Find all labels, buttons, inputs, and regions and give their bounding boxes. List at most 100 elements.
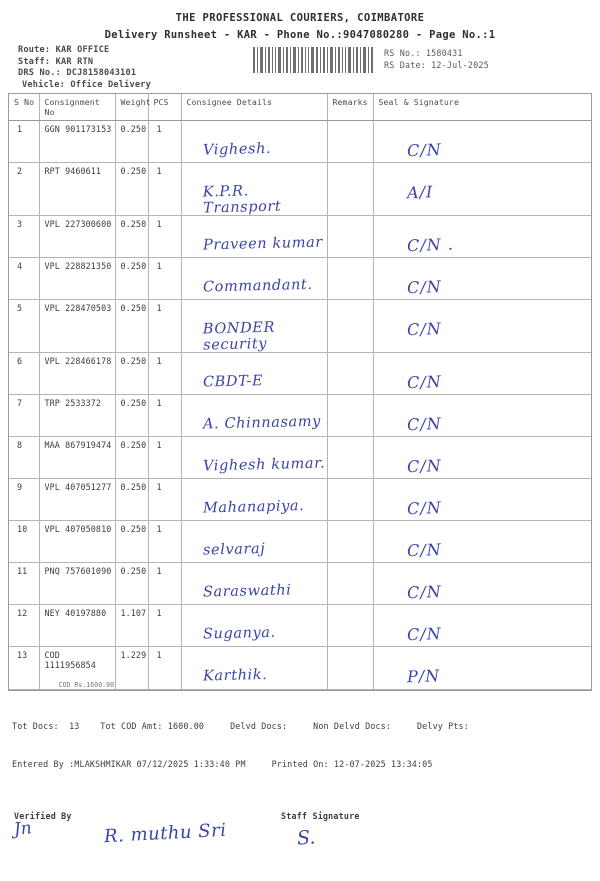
cell-weight: 0.250	[115, 120, 149, 163]
cell-seal-signature: C/N	[373, 562, 591, 605]
cell-pcs: 1	[148, 257, 182, 300]
cell-remarks	[327, 215, 374, 258]
staff-line: Staff: KAR RTN	[18, 56, 94, 67]
table-row: 5 VPL 228470503 0.250 1 BONDER security …	[9, 299, 591, 354]
cell-consignee: Praveen kumar	[181, 215, 328, 258]
cell-pcs: 1	[148, 162, 182, 216]
runsheet-table-body: 1 GGN 901173153 0.250 1 Vighesh. C/N 2 R…	[9, 120, 591, 690]
cell-seal-signature: C/N	[373, 352, 591, 395]
handwritten-seal: C/N	[406, 456, 442, 477]
cell-consignment: VPL 227300600	[39, 215, 116, 258]
cell-seal-signature: C/N	[373, 604, 591, 647]
cell-sno: 4	[9, 257, 40, 300]
cell-weight: 0.250	[115, 478, 149, 521]
cell-weight: 0.250	[115, 257, 149, 300]
header-meta-band: Route: KAR OFFICE Staff: KAR RTN DRS No.…	[0, 45, 600, 93]
header-right-meta: RS No.: 1580431 RS Date: 12-Jul-2025	[384, 47, 489, 71]
handwritten-consignee: Vighesh kumar.	[202, 455, 325, 475]
col-header-pcs: PCS	[148, 94, 182, 121]
cell-consignee: BONDER security	[181, 299, 328, 354]
handwritten-seal: C/N	[406, 624, 442, 645]
cell-seal-signature: C/N	[373, 120, 591, 163]
cell-seal-signature: C/N	[373, 257, 591, 300]
signature-area: Verified By Staff Signature Jn R. muthu …	[0, 811, 600, 881]
handwritten-seal: C/N	[406, 540, 442, 561]
cell-sno: 6	[9, 352, 40, 395]
cell-consignee: Commandant.	[181, 257, 328, 300]
handwritten-seal: C/N	[406, 498, 442, 519]
cell-remarks	[327, 120, 374, 163]
consignment-number: COD 1111956854	[44, 650, 96, 670]
cell-seal-signature: A/I	[373, 162, 591, 216]
runsheet-table: S No Consignment No Weight PCS Consignee…	[9, 94, 591, 690]
cell-pcs: 1	[148, 299, 182, 353]
cell-weight: 0.250	[115, 162, 149, 216]
vehicle-line: Vehicle: Office Delivery	[22, 79, 151, 90]
cell-sno: 7	[9, 394, 40, 437]
handwritten-consignee: Commandant.	[202, 276, 313, 296]
cell-pcs: 1	[148, 352, 182, 395]
cell-sno: 2	[9, 162, 40, 216]
cell-sno: 12	[9, 604, 40, 647]
cell-remarks	[327, 646, 374, 690]
table-row: 11 PNQ 757601090 0.250 1 Saraswathi C/N	[9, 562, 591, 605]
table-row: 13 COD 1111956854 COD Rs.1600.00 1.229 1 …	[9, 646, 591, 690]
handwritten-seal: P/N	[406, 666, 441, 687]
verified-by-label: Verified By	[14, 811, 72, 821]
cell-pcs: 1	[148, 215, 182, 258]
verifier-name-signature: R. muthu Sri	[103, 819, 227, 848]
cod-amount-note: COD Rs.1600.00	[58, 681, 115, 689]
company-title: THE PROFESSIONAL COURIERS, COIMBATORE	[175, 12, 425, 24]
totals-line-2: Entered By :MLAKSHMIKAR 07/12/2025 1:33:…	[12, 758, 433, 769]
handwritten-seal: A/I	[406, 182, 434, 203]
delivery-runsheet-page: THE PROFESSIONAL COURIERS, COIMBATORE De…	[0, 12, 600, 850]
cell-pcs: 1	[148, 394, 182, 437]
col-header-remarks: Remarks	[327, 94, 374, 121]
drs-no-line: DRS No.: DCJ8158043101	[18, 68, 137, 79]
rs-no-line: RS No.: 1580431	[384, 48, 463, 58]
cell-pcs: 1	[148, 120, 182, 163]
cell-weight: 0.250	[115, 352, 149, 395]
cell-seal-signature: C/N	[373, 394, 591, 437]
cell-consignee: Saraswathi	[181, 562, 328, 605]
handwritten-consignee: K.P.R. Transport	[202, 183, 282, 217]
table-row: 8 MAA 867919474 0.250 1 Vighesh kumar. C…	[9, 436, 591, 479]
cell-sno: 13	[9, 646, 40, 690]
cell-remarks	[327, 604, 374, 647]
cell-consignment: VPL 228470503	[39, 299, 116, 353]
cell-sno: 1	[9, 120, 40, 163]
cell-sno: 11	[9, 562, 40, 605]
table-row: 7 TRP 2533372 0.250 1 A. Chinnasamy C/N	[9, 394, 591, 437]
col-header-sno: S No	[9, 94, 40, 121]
handwritten-consignee: BONDER security	[202, 319, 275, 354]
cell-weight: 0.250	[115, 520, 149, 563]
handwritten-consignee: Karthik.	[202, 666, 268, 685]
cell-consignment: NEY 40197880	[39, 604, 116, 647]
handwritten-consignee: Mahanapiya.	[202, 498, 305, 517]
totals-line-1: Tot Docs: 13 Tot COD Amt: 1600.00 Delvd …	[12, 721, 469, 731]
handwritten-consignee: selvaraj	[202, 540, 266, 559]
col-header-weight: Weight	[115, 94, 151, 121]
cell-pcs: 1	[148, 520, 182, 563]
handwritten-consignee: A. Chinnasamy	[202, 413, 321, 433]
cell-consignee: CBDT-E	[181, 352, 328, 395]
table-row: 2 RPT 9460611 0.250 1 K.P.R. Transport A…	[9, 162, 591, 217]
cell-seal-signature: C/N	[373, 478, 591, 521]
table-row: 6 VPL 228466178 0.250 1 CBDT-E C/N	[9, 352, 591, 395]
cell-weight: 0.250	[115, 436, 149, 479]
handwritten-seal: C/N	[406, 319, 442, 340]
table-row: 1 GGN 901173153 0.250 1 Vighesh. C/N	[9, 120, 591, 163]
cell-consignee: A. Chinnasamy	[181, 394, 328, 437]
cell-sno: 9	[9, 478, 40, 521]
col-header-consignment: Consignment No	[39, 94, 116, 121]
cell-weight: 0.250	[115, 215, 149, 258]
staff-signature-mark: S.	[296, 826, 317, 850]
cell-consignee: selvaraj	[181, 520, 328, 563]
handwritten-consignee: Suganya.	[202, 624, 276, 643]
cell-remarks	[327, 520, 374, 563]
cell-seal-signature: C/N	[373, 436, 591, 479]
cell-consignment: VPL 228821350	[39, 257, 116, 300]
handwritten-consignee: CBDT-E	[202, 373, 263, 391]
handwritten-consignee: Vighesh.	[202, 140, 271, 159]
table-row: 10 VPL 407050810 0.250 1 selvaraj C/N	[9, 520, 591, 563]
